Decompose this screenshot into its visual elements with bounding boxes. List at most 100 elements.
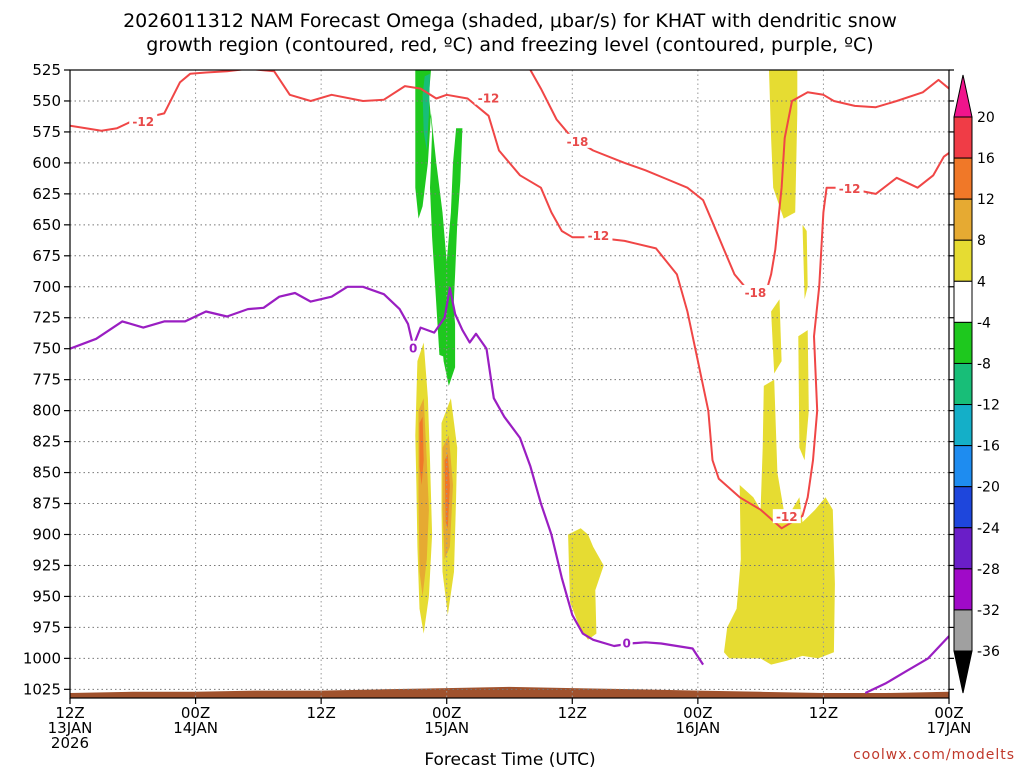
y-tick-label-950: 950 xyxy=(32,587,61,605)
colorbar-bin-4 xyxy=(953,280,973,323)
contour-label-8: 0 xyxy=(623,636,631,650)
terrain-fill xyxy=(70,686,949,698)
x-tick-label-84-0: 00Z xyxy=(934,704,963,722)
x-tick-label-0-0: 12Z xyxy=(55,704,84,722)
colorbar-tick--28: -28 xyxy=(977,562,1000,578)
contour-label-6: -12 xyxy=(839,182,861,196)
y-tick-label-975: 975 xyxy=(32,618,61,636)
credit-text: coolwx.com/modelts xyxy=(853,747,1015,763)
contour-label-bg-2 xyxy=(563,133,592,148)
contour-label-7: 0 xyxy=(409,342,417,356)
colorbar-tick-4: 4 xyxy=(977,274,986,290)
x-tick-label-0-2: 2026 xyxy=(51,734,89,752)
contour-label-2: -18 xyxy=(567,135,589,149)
y-tick-label-925: 925 xyxy=(32,556,61,574)
y-tick-label-675: 675 xyxy=(32,247,61,265)
omega-region-9 xyxy=(568,528,604,640)
x-tick-label-60-0: 00Z xyxy=(683,704,712,722)
y-tick-label-525: 525 xyxy=(32,61,61,79)
colorbar-tick-8: 8 xyxy=(977,233,986,249)
y-tick-label-900: 900 xyxy=(32,525,61,543)
colorbar-tick--36: -36 xyxy=(977,644,1000,660)
x-axis-label: Forecast Time (UTC) xyxy=(424,750,595,768)
colorbar-bin-8 xyxy=(953,445,973,488)
colorbar-bin-12 xyxy=(953,609,973,652)
y-tick-label-850: 850 xyxy=(32,464,61,482)
colorbar-tick--20: -20 xyxy=(977,480,1000,496)
omega-region-11 xyxy=(802,224,808,300)
y-tick-label-825: 825 xyxy=(32,433,61,451)
contour-label-bg-3 xyxy=(584,227,613,242)
colorbar-bin-7 xyxy=(953,404,973,447)
y-tick-label-750: 750 xyxy=(32,340,61,358)
y-tick-label-800: 800 xyxy=(32,402,61,420)
plot-frame xyxy=(69,69,950,699)
colorbar-bin-1 xyxy=(953,157,973,200)
colorbar-tick-16: 16 xyxy=(977,151,995,167)
x-tick-label-72-0: 12Z xyxy=(809,704,838,722)
contour-label-layer: -12 -12 -18 -12 -18 -12 -12 0 0 xyxy=(129,90,864,650)
omega-region-12 xyxy=(771,299,782,374)
colorbar-tick--8: -8 xyxy=(977,356,991,372)
y-tick-label-1000: 1000 xyxy=(23,649,61,667)
y-tick-label-700: 700 xyxy=(32,278,61,296)
y-tick-label-600: 600 xyxy=(32,154,61,172)
colorbar-tick-20: 20 xyxy=(977,110,995,126)
colorbar-bin-11 xyxy=(953,568,973,611)
y-tick-label-725: 725 xyxy=(32,309,61,327)
x-tick-label-84-1: 17JAN xyxy=(927,719,972,737)
freezing-level-contour xyxy=(70,285,705,666)
contour-label-bg-7 xyxy=(407,340,420,355)
omega-region-13 xyxy=(798,330,809,461)
x-tick-label-36-1: 15JAN xyxy=(424,719,469,737)
contour-label-bg-1 xyxy=(474,90,503,105)
colorbar-bin-6 xyxy=(953,362,973,406)
contour-label-5: -12 xyxy=(776,510,798,524)
x-tick-label-24-0: 12Z xyxy=(306,704,335,722)
chart-title-line-1: 2026011312 NAM Forecast Omega (shaded, μ… xyxy=(123,10,897,32)
dendritic-contour-0 xyxy=(70,70,949,530)
y-tick-label-775: 775 xyxy=(32,371,61,389)
colorbar-bin-2 xyxy=(953,198,973,241)
contour-label-bg-8 xyxy=(620,635,633,650)
colorbar-bin-3 xyxy=(953,239,973,282)
omega-region-7 xyxy=(419,416,424,485)
colorbar-top-arrow xyxy=(953,74,973,118)
contour-label-3: -12 xyxy=(588,229,610,243)
colorbar-tick--32: -32 xyxy=(977,603,1000,619)
contour-label-4: -18 xyxy=(745,286,767,300)
x-tick-label-0-1: 13JAN xyxy=(48,719,93,737)
colorbar-bin-9 xyxy=(953,486,973,529)
y-tick-label-625: 625 xyxy=(32,185,61,203)
y-tick-label-575: 575 xyxy=(32,123,61,141)
y-tick-label-1025: 1025 xyxy=(23,680,61,698)
colorbar-bin-10 xyxy=(953,527,973,570)
y-tick-label-550: 550 xyxy=(32,92,61,110)
contour-label-bg-4 xyxy=(741,284,770,299)
chart-title-line-2: growth region (contoured, red, ºC) and f… xyxy=(146,34,873,56)
colorbar-bottom-arrow xyxy=(953,650,973,694)
x-tick-label-12-1: 14JAN xyxy=(173,719,218,737)
colorbar-tick--12: -12 xyxy=(977,398,1000,414)
contour-label-bg-0 xyxy=(129,114,158,129)
colorbar-tick--24: -24 xyxy=(977,521,1000,537)
x-tick-label-12-0: 00Z xyxy=(181,704,210,722)
contour-label-0: -12 xyxy=(132,115,154,129)
colorbar-bin-5 xyxy=(953,321,973,364)
colorbar-tick--16: -16 xyxy=(977,439,1000,455)
colorbar-tick--4: -4 xyxy=(977,315,991,331)
x-tick-label-60-1: 16JAN xyxy=(675,719,720,737)
freezing-level-contour-2 xyxy=(864,635,949,694)
x-tick-label-48-0: 12Z xyxy=(558,704,587,722)
colorbar-bin-0 xyxy=(953,116,973,159)
y-axis: 525 550 575 600 625 650 675 700 725 750 775 800 825 8… xyxy=(23,61,954,698)
colorbar: 20 16 12 8 4 -4 -8 -12 -16 -20 -24 -28 -32 -36 xyxy=(953,74,1000,694)
contour-label-1: -12 xyxy=(478,91,500,105)
x-tick-label-36-0: 00Z xyxy=(432,704,461,722)
contour-label-bg-6 xyxy=(835,180,864,195)
y-tick-label-650: 650 xyxy=(32,216,61,234)
contour-label-bg-5 xyxy=(772,509,801,524)
y-tick-label-875: 875 xyxy=(32,495,61,513)
